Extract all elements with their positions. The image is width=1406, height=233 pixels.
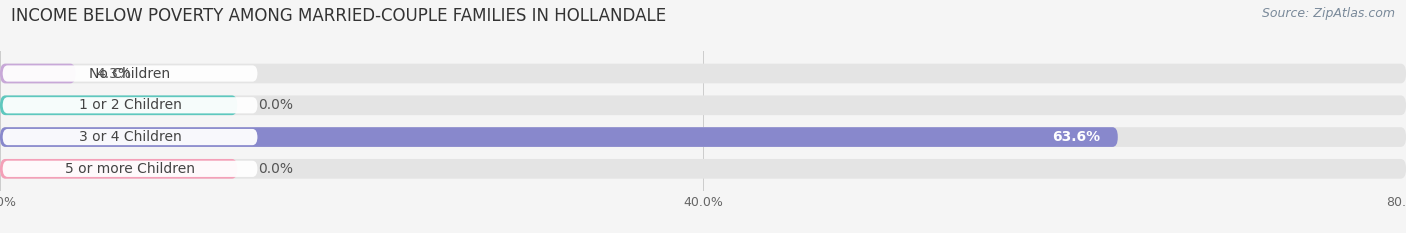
FancyBboxPatch shape — [0, 64, 76, 83]
FancyBboxPatch shape — [3, 129, 257, 145]
Text: 4.3%: 4.3% — [97, 66, 132, 80]
FancyBboxPatch shape — [0, 159, 238, 179]
FancyBboxPatch shape — [0, 64, 1406, 83]
FancyBboxPatch shape — [3, 65, 257, 82]
Text: 63.6%: 63.6% — [1052, 130, 1099, 144]
FancyBboxPatch shape — [0, 127, 1118, 147]
FancyBboxPatch shape — [3, 97, 257, 113]
Text: No Children: No Children — [90, 66, 170, 80]
FancyBboxPatch shape — [0, 127, 1406, 147]
FancyBboxPatch shape — [0, 96, 238, 115]
Text: 3 or 4 Children: 3 or 4 Children — [79, 130, 181, 144]
Text: 0.0%: 0.0% — [259, 162, 294, 176]
Text: 0.0%: 0.0% — [259, 98, 294, 112]
Text: 1 or 2 Children: 1 or 2 Children — [79, 98, 181, 112]
FancyBboxPatch shape — [3, 161, 257, 177]
Text: Source: ZipAtlas.com: Source: ZipAtlas.com — [1261, 7, 1395, 20]
FancyBboxPatch shape — [0, 159, 1406, 179]
Text: INCOME BELOW POVERTY AMONG MARRIED-COUPLE FAMILIES IN HOLLANDALE: INCOME BELOW POVERTY AMONG MARRIED-COUPL… — [11, 7, 666, 25]
FancyBboxPatch shape — [0, 96, 1406, 115]
Text: 5 or more Children: 5 or more Children — [65, 162, 195, 176]
